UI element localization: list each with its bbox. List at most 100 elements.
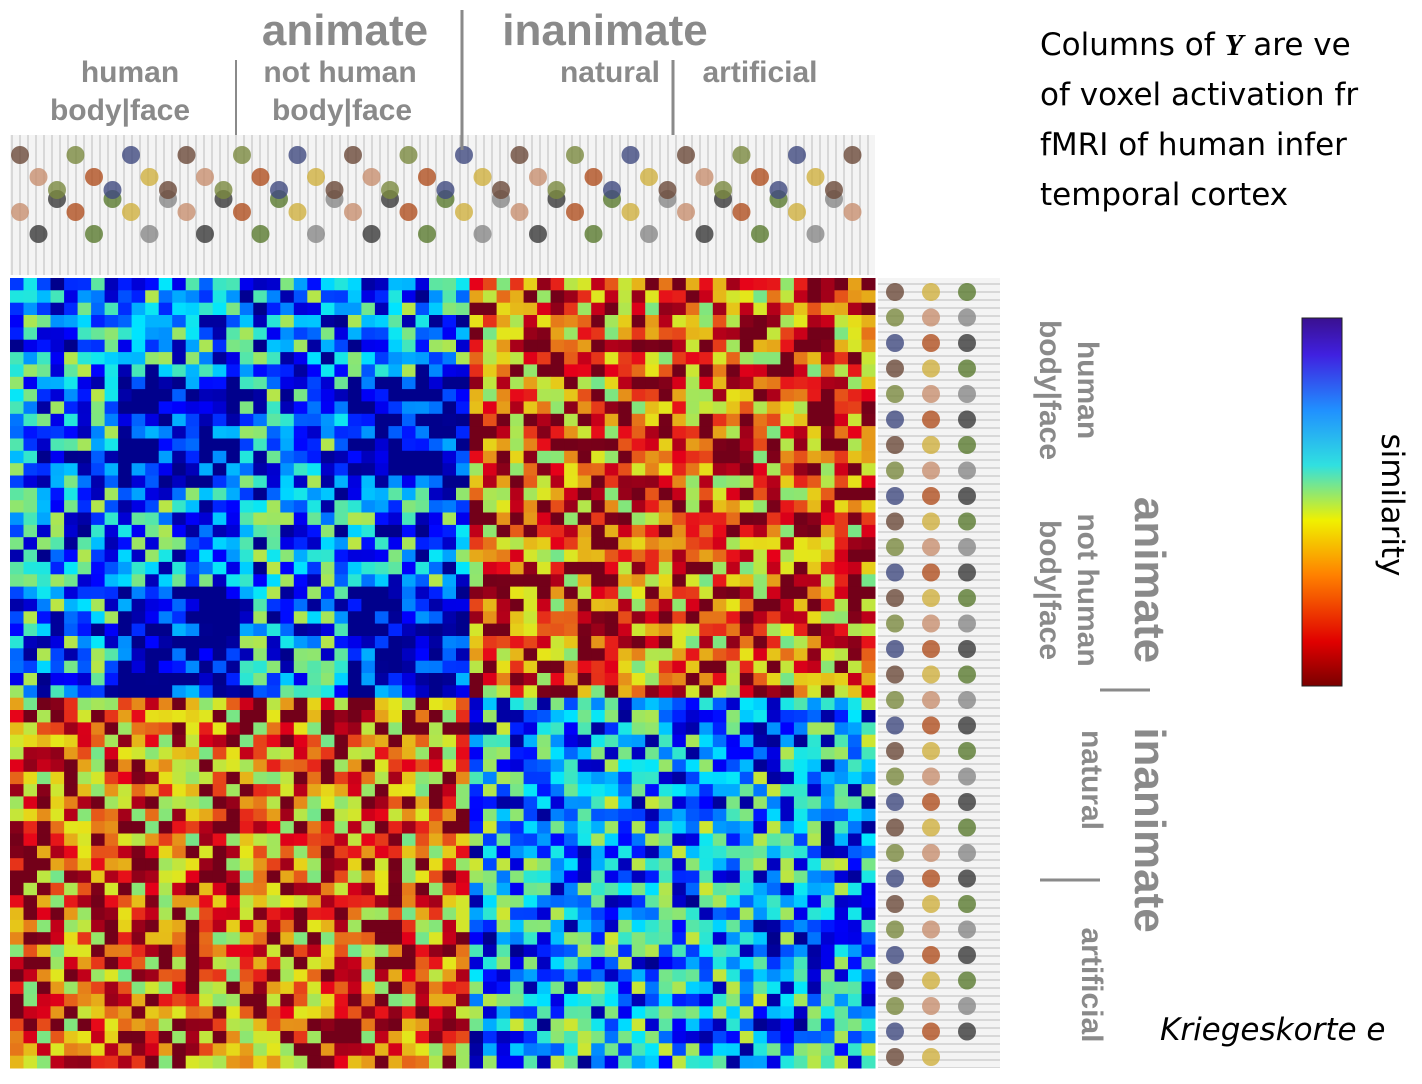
- cell: [374, 487, 389, 501]
- cell: [550, 376, 565, 390]
- cell: [212, 1006, 227, 1020]
- cell: [537, 586, 552, 600]
- thumbnail: [510, 203, 529, 221]
- cell: [848, 512, 862, 526]
- cell: [50, 389, 65, 402]
- cell: [334, 858, 349, 871]
- cell: [658, 821, 673, 834]
- cell: [672, 611, 687, 625]
- cell: [253, 870, 268, 884]
- cell: [253, 747, 268, 760]
- cell: [753, 401, 768, 415]
- cell: [766, 697, 781, 711]
- cell: [631, 870, 646, 884]
- cell: [347, 808, 362, 822]
- cell: [753, 315, 768, 328]
- cell: [550, 549, 565, 563]
- cell: [658, 660, 673, 674]
- cell: [145, 1031, 160, 1044]
- cell: [523, 845, 538, 859]
- cell: [91, 574, 106, 588]
- cell: [658, 685, 673, 699]
- cell: [820, 561, 835, 575]
- cell: [145, 574, 160, 588]
- cell: [658, 586, 673, 600]
- cell: [537, 401, 552, 415]
- cell: [456, 413, 470, 427]
- cell: [212, 598, 227, 612]
- cell: [64, 364, 79, 378]
- cell: [158, 339, 173, 353]
- cell: [91, 1031, 106, 1044]
- cell: [685, 919, 700, 933]
- cell: [766, 450, 781, 464]
- cell: [118, 932, 133, 945]
- cell: [820, 623, 835, 637]
- cell: [185, 722, 200, 736]
- thumbnail: [66, 146, 85, 164]
- cell: [712, 315, 727, 328]
- cell: [726, 944, 741, 958]
- cell: [537, 1055, 552, 1069]
- cell: [469, 598, 484, 612]
- citation: Kriegeskorte e: [1160, 1012, 1385, 1048]
- cell: [537, 302, 552, 316]
- cell: [145, 993, 160, 1007]
- cell: [726, 771, 741, 785]
- cell: [604, 339, 619, 353]
- cell: [239, 771, 254, 785]
- cell: [239, 648, 254, 662]
- cell: [469, 969, 484, 983]
- cell: [564, 771, 579, 785]
- cell: [293, 278, 308, 291]
- cell: [280, 487, 295, 501]
- cell: [537, 537, 552, 550]
- cell: [685, 463, 700, 476]
- cell: [739, 895, 754, 908]
- cell: [158, 537, 173, 550]
- cell: [347, 1018, 362, 1032]
- thumbnail: [922, 308, 940, 327]
- cell: [347, 290, 362, 304]
- cell: [253, 956, 268, 970]
- cell: [131, 500, 146, 513]
- cell: [293, 907, 308, 921]
- cell: [523, 919, 538, 933]
- cell: [699, 919, 714, 933]
- cell: [266, 747, 281, 760]
- cell: [429, 858, 443, 871]
- cell: [699, 376, 714, 390]
- cell: [523, 981, 538, 995]
- cell: [10, 500, 24, 513]
- cell: [631, 710, 646, 723]
- cell: [293, 1055, 308, 1069]
- cell: [550, 598, 565, 612]
- cell: [820, 648, 835, 662]
- cell: [753, 352, 768, 365]
- cell: [307, 611, 322, 625]
- cell: [118, 722, 133, 736]
- cell: [10, 1006, 24, 1020]
- cell: [564, 919, 579, 933]
- cell: [591, 907, 606, 921]
- cell: [172, 685, 187, 699]
- thumbnail: [922, 818, 940, 837]
- cell: [50, 450, 65, 464]
- cell: [523, 561, 538, 575]
- cell: [37, 734, 51, 748]
- cell: [185, 870, 200, 884]
- cell: [172, 574, 187, 588]
- cell: [77, 549, 92, 563]
- cell: [239, 623, 254, 637]
- cell: [347, 315, 362, 328]
- cell: [37, 845, 51, 859]
- cell: [766, 685, 781, 699]
- cell: [766, 821, 781, 834]
- cell: [91, 327, 106, 341]
- cell: [266, 401, 281, 415]
- cell: [185, 747, 200, 760]
- cell: [307, 352, 322, 365]
- cell: [793, 697, 808, 711]
- cell: [158, 278, 173, 291]
- cell: [280, 870, 295, 884]
